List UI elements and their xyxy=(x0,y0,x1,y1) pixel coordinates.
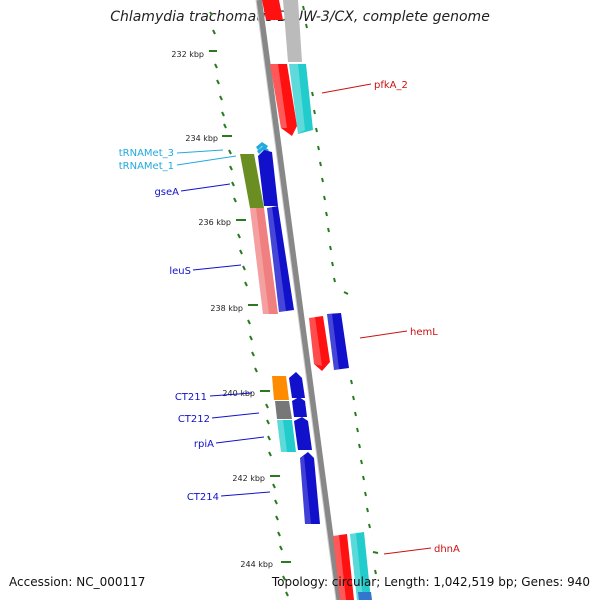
cds-feature-grey[interactable] xyxy=(283,0,302,62)
gene-label-hemL[interactable]: hemL xyxy=(410,327,438,338)
gene-label-CT212[interactable]: CT212 xyxy=(178,414,210,425)
tick-label: 236 kbp xyxy=(198,218,231,227)
accession-text: Accession: NC_000117 xyxy=(9,575,146,589)
cds-feature-pfkA_2-red[interactable] xyxy=(270,64,297,136)
gene-labels: pfkA_2 tRNAMet_3 tRNAMet_1 gseA leuS hem… xyxy=(119,80,460,555)
cds-feature-blue-edge[interactable] xyxy=(358,592,372,600)
cds-feature-leuS-pink[interactable] xyxy=(250,208,278,314)
tick-label: 238 kbp xyxy=(210,304,243,313)
tick-label: 242 kbp xyxy=(232,474,265,483)
feature-forward-block-1[interactable] xyxy=(240,150,294,314)
cds-feature-pfkA_2-cyan[interactable] xyxy=(289,64,313,134)
gene-label-pfkA_2[interactable]: pfkA_2 xyxy=(374,80,408,91)
cds-feature-rpiA-cyan[interactable] xyxy=(277,420,296,452)
gc-skew-track xyxy=(302,5,379,575)
cds-feature-CT212-blue[interactable] xyxy=(292,397,307,417)
cds-feature-gseA-olive[interactable] xyxy=(240,154,264,208)
cds-feature-hemL-blue[interactable] xyxy=(327,313,349,370)
gene-label-gseA[interactable]: gseA xyxy=(154,187,179,198)
cds-feature-dhnA-cyan[interactable] xyxy=(350,532,371,600)
callout-lines xyxy=(176,83,432,555)
feature-hemL-block[interactable] xyxy=(309,313,349,371)
feature-pfkA_2-block[interactable] xyxy=(262,0,313,136)
genome-backbone xyxy=(256,0,342,600)
cds-feature-hemL-red[interactable] xyxy=(309,316,330,371)
gene-label-CT211[interactable]: CT211 xyxy=(175,392,207,403)
cds-feature-dhnA-red[interactable] xyxy=(333,534,354,600)
cds-feature-CT212-grey[interactable] xyxy=(275,401,292,419)
feature-dhnA-block[interactable] xyxy=(333,532,372,600)
gene-label-tRNAMet_3[interactable]: tRNAMet_3 xyxy=(119,148,174,159)
tick-marks xyxy=(209,50,291,563)
cds-feature-CT214-blue[interactable] xyxy=(300,452,320,524)
gc-content-track xyxy=(209,11,289,597)
tick-label: 244 kbp xyxy=(240,560,273,569)
map-title: Chlamydia trachomatis D/UW-3/CX, complet… xyxy=(110,9,490,25)
gene-label-dhnA[interactable]: dhnA xyxy=(434,544,460,555)
feature-forward-block-2[interactable] xyxy=(272,372,320,524)
cds-feature-gseA-blue[interactable] xyxy=(258,150,278,206)
gene-label-tRNAMet_1[interactable]: tRNAMet_1 xyxy=(119,161,174,172)
cds-feature-leuS-blue[interactable] xyxy=(267,206,294,312)
cds-feature-CT211-blue[interactable] xyxy=(289,372,305,398)
tick-label: 232 kbp xyxy=(171,50,204,59)
cds-feature-rpiA-blue[interactable] xyxy=(294,417,312,450)
gene-label-rpiA[interactable]: rpiA xyxy=(194,439,214,450)
tick-label: 234 kbp xyxy=(185,134,218,143)
gene-label-leuS[interactable]: leuS xyxy=(169,266,191,277)
cds-feature-red[interactable] xyxy=(262,0,283,20)
cds-feature-CT211-orange[interactable] xyxy=(272,376,289,400)
gene-label-CT214[interactable]: CT214 xyxy=(187,492,219,503)
genome-backbone-highlight xyxy=(255,0,337,600)
topology-text: Topology: circular; Length: 1,042,519 bp… xyxy=(271,575,590,589)
